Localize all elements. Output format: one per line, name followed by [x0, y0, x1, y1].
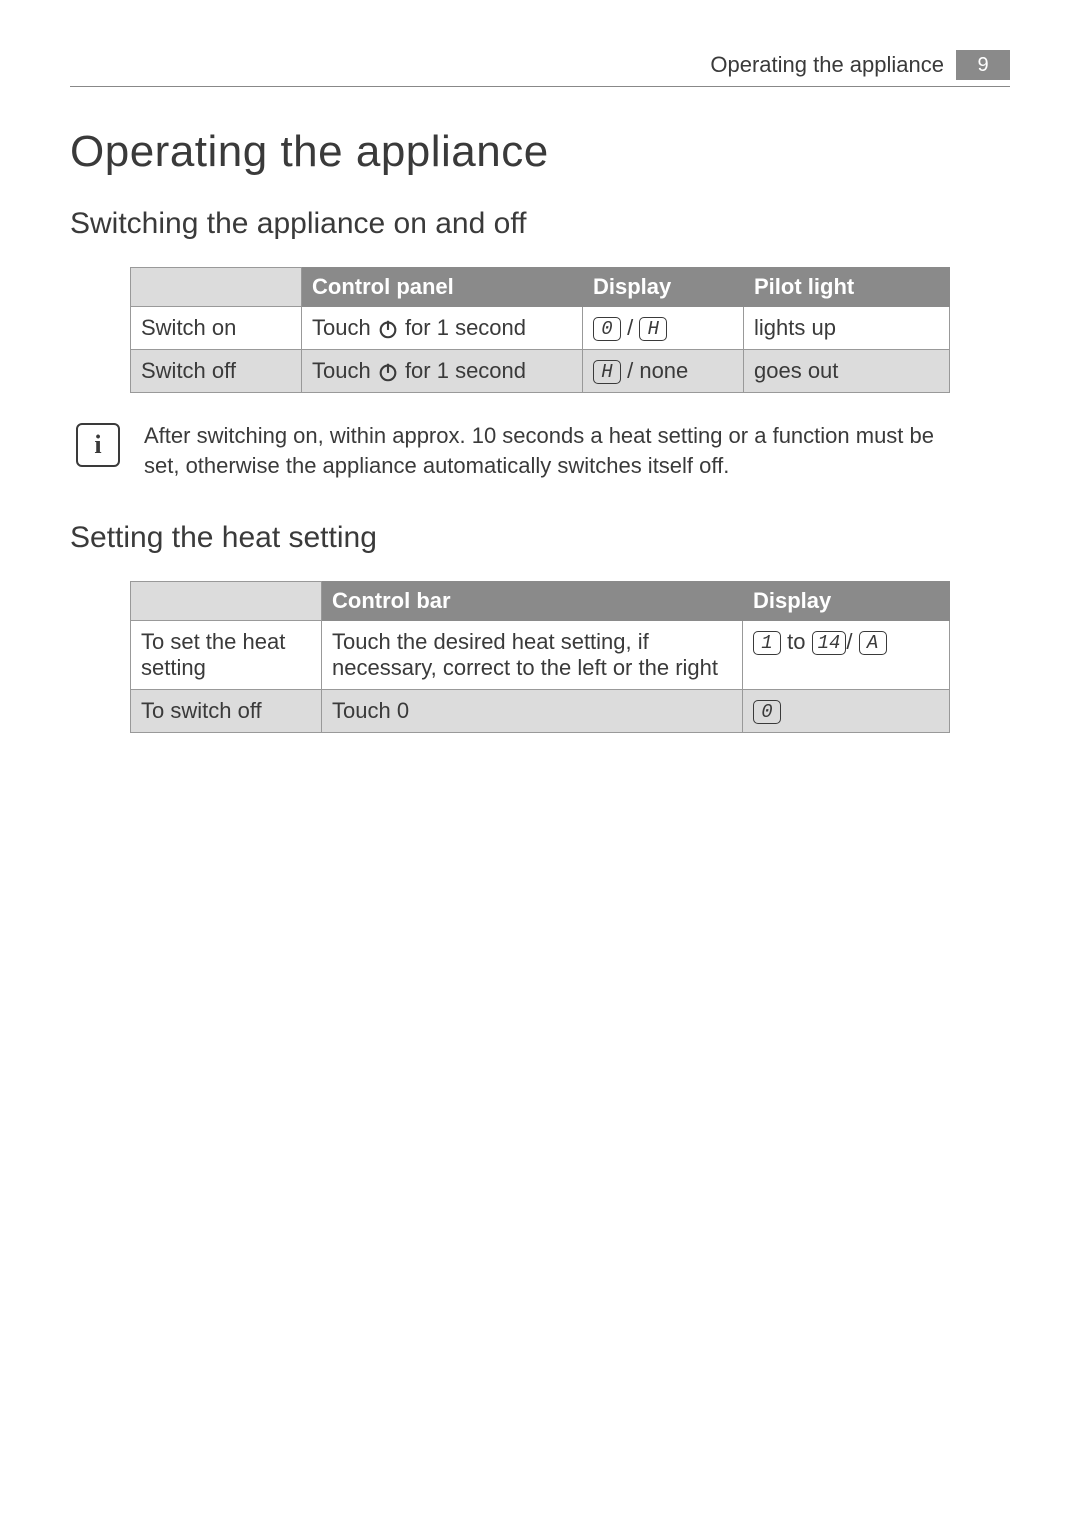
table-row: To set the heat setting Touch the desire…	[131, 620, 950, 689]
section1-table: Control panel Display Pilot light Switch…	[130, 267, 950, 393]
section2-table: Control bar Display To set the heat sett…	[130, 581, 950, 733]
table-row: To switch off Touch 0 0	[131, 689, 950, 732]
info-note: i After switching on, within approx. 10 …	[70, 421, 1010, 480]
row-control: Touch for 1 second	[302, 307, 583, 350]
table-col-pilot: Pilot light	[744, 268, 950, 307]
row-display: H / none	[583, 350, 744, 393]
info-text: After switching on, within approx. 10 se…	[144, 421, 964, 480]
power-icon	[377, 361, 399, 383]
main-heading: Operating the appliance	[70, 127, 1010, 177]
table-col-display: Display	[583, 268, 744, 307]
row-pilot: lights up	[744, 307, 950, 350]
table-col-control-bar: Control bar	[322, 581, 743, 620]
section1-heading: Switching the appliance on and off	[70, 207, 1010, 241]
table-col-control-panel: Control panel	[302, 268, 583, 307]
info-icon: i	[76, 423, 120, 467]
table-col-blank	[131, 268, 302, 307]
display-symbol: A	[859, 631, 887, 655]
table-col-display: Display	[743, 581, 950, 620]
row-display: 1 to 14/ A	[743, 620, 950, 689]
page-number: 9	[956, 50, 1010, 80]
row-label: To switch off	[131, 689, 322, 732]
row-display: 0 / H	[583, 307, 744, 350]
display-symbol: 0	[593, 317, 621, 341]
row-label: Switch off	[131, 350, 302, 393]
display-symbol: H	[593, 360, 621, 384]
row-control: Touch 0	[322, 689, 743, 732]
display-symbol: 14	[812, 631, 847, 655]
table-row: Switch on Touch for 1 second 0 / H light…	[131, 307, 950, 350]
row-control: Touch for 1 second	[302, 350, 583, 393]
display-symbol: 1	[753, 631, 781, 655]
row-label: To set the heat setting	[131, 620, 322, 689]
section2-heading: Setting the heat setting	[70, 521, 1010, 555]
display-symbol: H	[639, 317, 667, 341]
table-col-blank	[131, 581, 322, 620]
row-control: Touch the desired heat setting, if neces…	[322, 620, 743, 689]
row-label: Switch on	[131, 307, 302, 350]
power-icon	[377, 318, 399, 340]
page-header: Operating the appliance 9	[70, 50, 1010, 87]
page: Operating the appliance 9 Operating the …	[0, 0, 1080, 773]
row-display: 0	[743, 689, 950, 732]
display-symbol: 0	[753, 700, 781, 724]
header-title: Operating the appliance	[710, 52, 944, 78]
table-row: Switch off Touch for 1 second H / none g…	[131, 350, 950, 393]
row-pilot: goes out	[744, 350, 950, 393]
